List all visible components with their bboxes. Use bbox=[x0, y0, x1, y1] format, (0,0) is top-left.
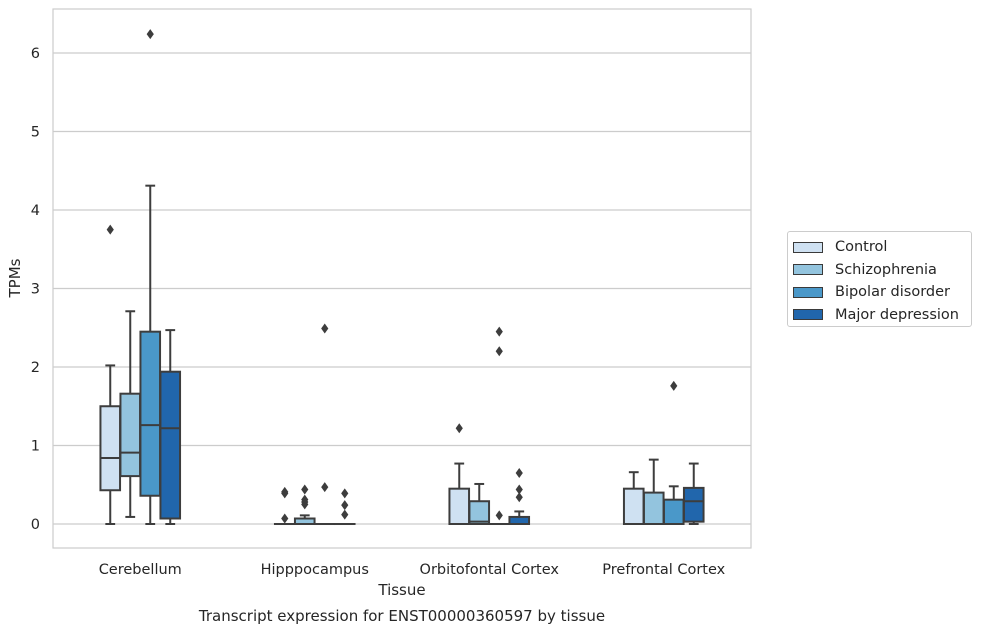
y-axis-label: TPMs bbox=[6, 258, 24, 298]
legend-item-major-depression: Major depression bbox=[793, 304, 971, 327]
box-schizophrenia bbox=[642, 458, 665, 526]
box-bipolar-disorder bbox=[488, 326, 511, 526]
box-control bbox=[622, 471, 645, 525]
boxes bbox=[99, 29, 705, 526]
y-tick-label: 5 bbox=[31, 125, 40, 141]
box-major-depression bbox=[333, 488, 356, 526]
y-tick-label: 4 bbox=[31, 203, 40, 219]
y-tick-label: 0 bbox=[31, 517, 40, 533]
outlier-point bbox=[341, 500, 349, 511]
legend-swatch-major-depression bbox=[793, 309, 823, 321]
box-iqr bbox=[468, 500, 491, 525]
outlier-point bbox=[495, 510, 503, 521]
legend-swatch-bipolar-disorder bbox=[793, 286, 823, 298]
outlier-point bbox=[106, 224, 114, 235]
outlier-point bbox=[341, 488, 349, 499]
box-control bbox=[99, 224, 122, 525]
box-control bbox=[448, 423, 471, 525]
box-major-depression bbox=[508, 467, 531, 525]
x-tick-label: Orbitofontal Cortex bbox=[420, 562, 560, 578]
box-schizophrenia bbox=[119, 310, 142, 518]
y-tick-label: 6 bbox=[31, 46, 40, 62]
outlier-point bbox=[146, 29, 154, 40]
plot-area-frame bbox=[52, 8, 752, 549]
y-axis-ticks: 0 1 2 3 4 5 6 bbox=[31, 46, 40, 533]
box-major-depression bbox=[682, 462, 705, 525]
box-control bbox=[273, 486, 296, 526]
outlier-point bbox=[515, 492, 523, 503]
legend-item-control: Control bbox=[793, 236, 971, 259]
box-iqr bbox=[642, 491, 665, 526]
outlier-point bbox=[281, 486, 289, 497]
x-axis-label: Tissue bbox=[377, 581, 425, 599]
box-iqr bbox=[662, 498, 685, 526]
y-tick-label: 2 bbox=[31, 360, 40, 376]
box-major-depression bbox=[159, 329, 182, 525]
legend-item-schizophrenia: Schizophrenia bbox=[793, 259, 971, 282]
box-iqr bbox=[99, 405, 122, 492]
legend-label-major-depression: Major depression bbox=[835, 306, 959, 323]
outlier-point bbox=[321, 482, 329, 493]
legend: Control Schizophrenia Bipolar disorder M… bbox=[787, 231, 972, 327]
box-iqr bbox=[682, 486, 705, 523]
legend-label-schizophrenia: Schizophrenia bbox=[835, 261, 937, 278]
legend-item-bipolar-disorder: Bipolar disorder bbox=[793, 281, 971, 304]
outlier-point bbox=[321, 323, 329, 334]
x-tick-label: Cerebellum bbox=[99, 562, 182, 578]
y-tick-label: 1 bbox=[31, 439, 40, 455]
box-bipolar-disorder bbox=[313, 323, 336, 526]
y-tick-label: 3 bbox=[31, 282, 40, 298]
box-bipolar-disorder bbox=[662, 380, 685, 526]
legend-swatch-schizophrenia bbox=[793, 264, 823, 276]
outlier-point bbox=[670, 380, 678, 391]
x-tick-label: Prefrontal Cortex bbox=[602, 562, 725, 578]
legend-swatch-control bbox=[793, 241, 823, 253]
outlier-point bbox=[515, 467, 523, 478]
outlier-point bbox=[341, 509, 349, 520]
box-bipolar-disorder bbox=[139, 29, 162, 525]
box-iqr bbox=[448, 487, 471, 525]
box-iqr bbox=[622, 487, 645, 525]
outlier-point bbox=[515, 484, 523, 495]
x-tick-label: Hipppocampus bbox=[261, 562, 369, 578]
legend-label-control: Control bbox=[835, 239, 888, 256]
box-schizophrenia bbox=[293, 484, 316, 526]
outlier-point bbox=[301, 494, 309, 505]
outlier-point bbox=[281, 513, 289, 524]
outlier-point bbox=[301, 484, 309, 495]
box-iqr bbox=[139, 330, 162, 497]
x-axis-ticks: Cerebellum Hipppocampus Orbitofontal Corte… bbox=[99, 562, 726, 578]
box-iqr bbox=[159, 370, 182, 520]
box-iqr bbox=[508, 515, 531, 525]
outlier-point bbox=[495, 346, 503, 357]
legend-label-bipolar-disorder: Bipolar disorder bbox=[835, 284, 950, 301]
chart-caption: Transcript expression for ENST0000036059… bbox=[198, 607, 606, 625]
box-schizophrenia bbox=[468, 482, 491, 525]
outlier-point bbox=[495, 326, 503, 337]
outlier-point bbox=[455, 423, 463, 434]
box-iqr bbox=[119, 392, 142, 478]
